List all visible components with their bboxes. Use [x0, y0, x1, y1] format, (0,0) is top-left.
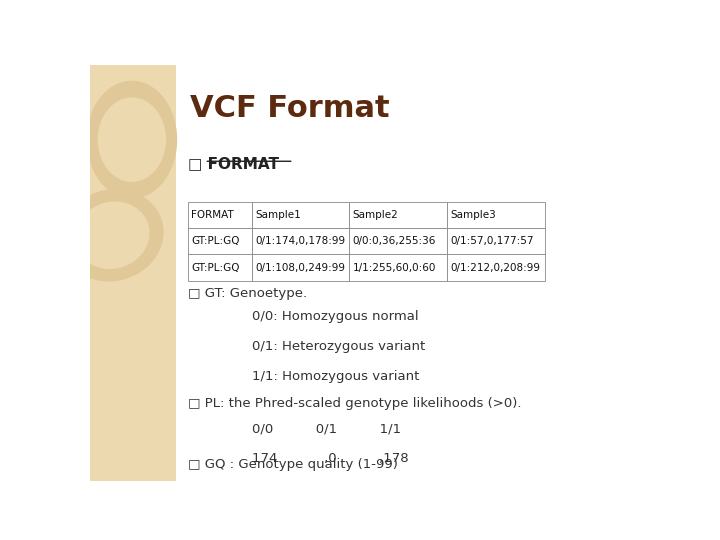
Bar: [188, 202, 252, 228]
Ellipse shape: [62, 190, 163, 281]
Bar: [349, 228, 447, 254]
Text: 174           ,0          ,178: 174 ,0 ,178: [252, 453, 408, 465]
Bar: [447, 228, 545, 254]
Text: 0/0          0/1          1/1: 0/0 0/1 1/1: [252, 422, 401, 435]
Bar: [252, 254, 349, 281]
Bar: [349, 202, 447, 228]
Text: 0/0: Homozygous normal: 0/0: Homozygous normal: [252, 310, 418, 323]
Ellipse shape: [87, 82, 176, 198]
Ellipse shape: [76, 202, 149, 268]
Bar: [252, 228, 349, 254]
Text: 0/1: Heterozygous variant: 0/1: Heterozygous variant: [252, 340, 425, 353]
Ellipse shape: [99, 98, 166, 181]
Text: 0/0:0,36,255:36: 0/0:0,36,255:36: [353, 237, 436, 246]
Text: □ GT: Genoetype.: □ GT: Genoetype.: [188, 287, 307, 300]
Text: □ GQ : Genotype quality (1-99): □ GQ : Genotype quality (1-99): [188, 458, 397, 471]
Text: Sample1: Sample1: [255, 210, 301, 220]
Bar: [90, 65, 176, 481]
Text: 0/1:108,0,249:99: 0/1:108,0,249:99: [255, 262, 345, 273]
Bar: [188, 228, 252, 254]
Bar: [447, 202, 545, 228]
Text: □ FORMAT: □ FORMAT: [188, 156, 279, 171]
Bar: [252, 202, 349, 228]
Text: FORMAT: FORMAT: [191, 210, 234, 220]
Bar: [349, 254, 447, 281]
Text: 0/1:212,0,208:99: 0/1:212,0,208:99: [451, 262, 541, 273]
Bar: [188, 254, 252, 281]
Text: 1/1: Homozygous variant: 1/1: Homozygous variant: [252, 370, 419, 383]
Text: 1/1:255,60,0:60: 1/1:255,60,0:60: [353, 262, 436, 273]
Bar: [447, 254, 545, 281]
Text: Sample2: Sample2: [353, 210, 399, 220]
Text: Sample3: Sample3: [451, 210, 496, 220]
Text: 0/1:57,0,177:57: 0/1:57,0,177:57: [451, 237, 534, 246]
Text: GT:PL:GQ: GT:PL:GQ: [191, 262, 240, 273]
Text: GT:PL:GQ: GT:PL:GQ: [191, 237, 240, 246]
Text: □ PL: the Phred-scaled genotype likelihoods (>0).: □ PL: the Phred-scaled genotype likeliho…: [188, 397, 521, 410]
Text: 0/1:174,0,178:99: 0/1:174,0,178:99: [255, 237, 346, 246]
Text: VCF Format: VCF Format: [190, 94, 390, 123]
